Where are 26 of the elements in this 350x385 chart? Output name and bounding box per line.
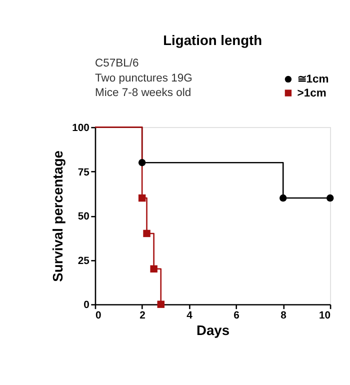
x-tick-label: 10 bbox=[319, 310, 331, 322]
point bbox=[138, 158, 146, 166]
point bbox=[150, 265, 158, 273]
y-axis-title: Survival percentage bbox=[50, 150, 66, 282]
point bbox=[326, 194, 334, 202]
point bbox=[138, 194, 146, 202]
x-axis-title: Days bbox=[196, 322, 230, 338]
y-tick-label: 100 bbox=[72, 123, 90, 134]
x-tick-label: 6 bbox=[234, 310, 240, 322]
y-tick-label: 50 bbox=[78, 212, 90, 223]
x-tick-label: 2 bbox=[140, 310, 146, 322]
text: Mice 7-8 weeks old bbox=[95, 87, 192, 100]
point bbox=[279, 194, 287, 202]
y-tick-label: 25 bbox=[78, 256, 90, 267]
point bbox=[143, 230, 150, 238]
y-tick-label: 0 bbox=[84, 300, 90, 312]
x-tick-label: 8 bbox=[280, 310, 287, 322]
legend-label: ≅1cm bbox=[297, 74, 329, 86]
x-tick-label: 0 bbox=[95, 310, 102, 322]
point bbox=[157, 300, 164, 308]
y-tick-label: 75 bbox=[78, 167, 90, 178]
text: C57BL/6 bbox=[95, 58, 139, 70]
x-tick-label: 4 bbox=[186, 310, 193, 322]
legend-label: >1cm bbox=[297, 87, 326, 100]
chart-title: Ligation length bbox=[163, 32, 262, 48]
text: Two punctures 19G bbox=[95, 72, 192, 84]
